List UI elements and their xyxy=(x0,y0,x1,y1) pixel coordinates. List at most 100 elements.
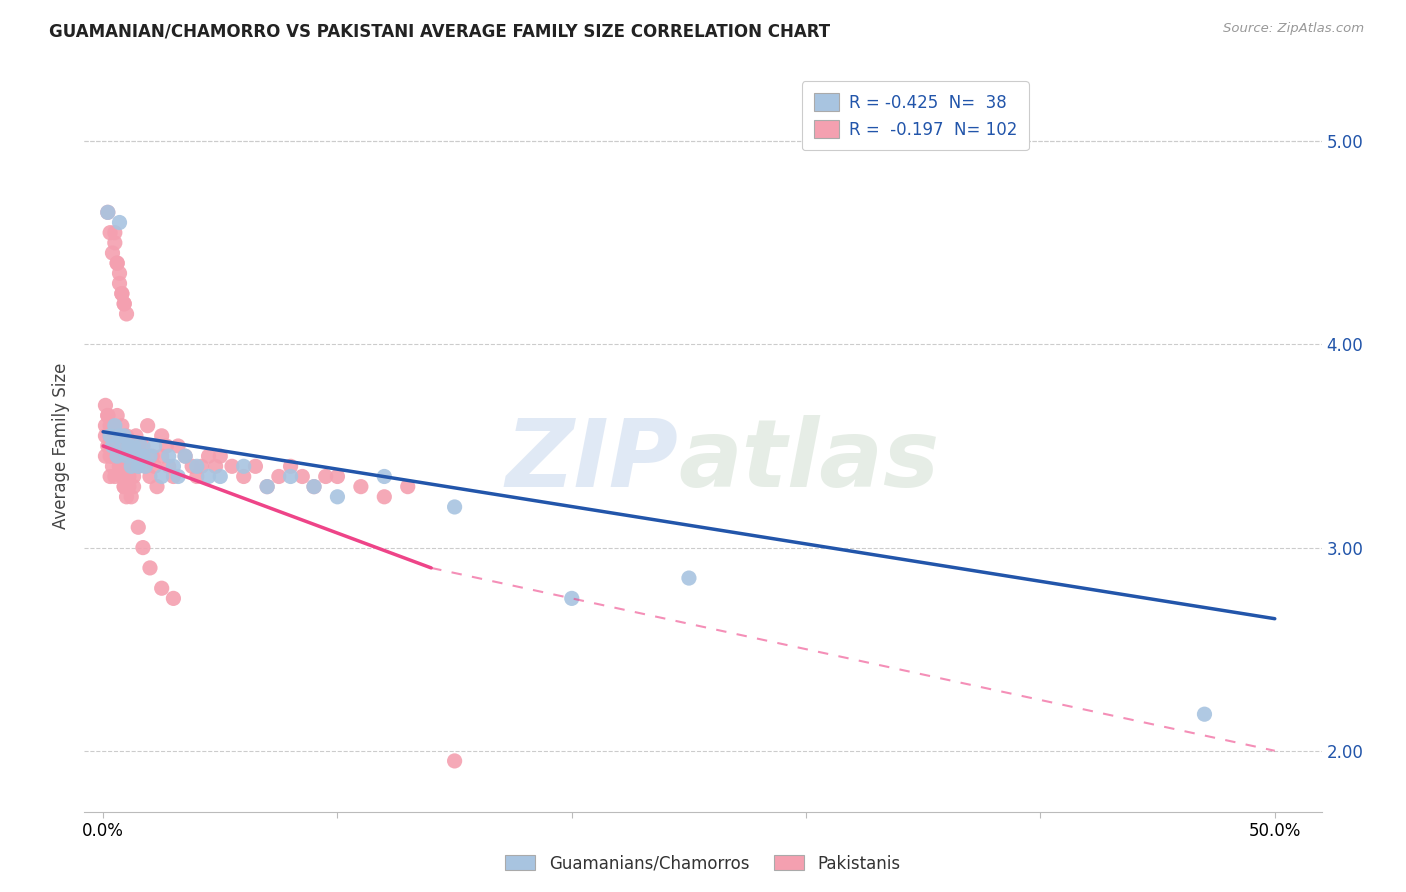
Point xyxy=(94,398,117,412)
Point xyxy=(111,469,134,483)
Point xyxy=(104,449,127,463)
Point xyxy=(98,449,121,463)
Point xyxy=(101,418,124,433)
Point xyxy=(350,480,373,494)
Point xyxy=(98,429,121,443)
Point xyxy=(174,449,197,463)
Point xyxy=(122,469,145,483)
Point xyxy=(94,429,117,443)
Point xyxy=(125,449,148,463)
Point xyxy=(139,449,162,463)
Point xyxy=(561,591,583,606)
Point xyxy=(98,439,121,453)
Point xyxy=(115,307,138,321)
Point xyxy=(94,449,117,463)
Point xyxy=(134,459,156,474)
Point xyxy=(105,256,128,270)
Point xyxy=(101,449,124,463)
Point xyxy=(122,449,145,463)
Point xyxy=(186,469,208,483)
Point xyxy=(98,469,121,483)
Point xyxy=(115,429,138,443)
Point xyxy=(150,429,173,443)
Point xyxy=(127,439,149,453)
Point xyxy=(98,429,121,443)
Point xyxy=(108,266,131,280)
Point xyxy=(108,215,131,229)
Point xyxy=(118,469,141,483)
Point xyxy=(139,561,162,575)
Point xyxy=(115,490,138,504)
Point xyxy=(105,449,128,463)
Point xyxy=(181,459,204,474)
Point xyxy=(443,500,465,514)
Point xyxy=(122,480,145,494)
Point xyxy=(127,459,149,474)
Text: Source: ZipAtlas.com: Source: ZipAtlas.com xyxy=(1223,22,1364,36)
Point xyxy=(97,409,120,423)
Point xyxy=(120,459,142,474)
Point xyxy=(150,581,173,595)
Point xyxy=(326,469,349,483)
Point xyxy=(108,459,131,474)
Point xyxy=(111,286,134,301)
Point xyxy=(108,429,131,443)
Point xyxy=(120,439,142,453)
Point xyxy=(134,459,156,474)
Point xyxy=(111,418,134,433)
Point xyxy=(101,246,124,260)
Point xyxy=(190,459,212,474)
Point xyxy=(143,459,166,474)
Point xyxy=(157,449,180,463)
Point xyxy=(97,409,120,423)
Point xyxy=(98,418,121,433)
Point xyxy=(443,754,465,768)
Point xyxy=(118,439,141,453)
Point xyxy=(1194,707,1216,722)
Point xyxy=(97,205,120,219)
Point xyxy=(104,418,127,433)
Point xyxy=(150,449,173,463)
Point xyxy=(186,459,208,474)
Point xyxy=(315,469,337,483)
Point xyxy=(302,480,325,494)
Point xyxy=(256,480,278,494)
Point xyxy=(232,469,254,483)
Point xyxy=(232,459,254,474)
Point xyxy=(146,480,169,494)
Point xyxy=(136,418,159,433)
Point xyxy=(396,480,419,494)
Point xyxy=(105,449,128,463)
Point xyxy=(373,469,395,483)
Point xyxy=(108,459,131,474)
Point xyxy=(373,490,395,504)
Point xyxy=(256,480,278,494)
Point xyxy=(291,469,314,483)
Point xyxy=(141,449,163,463)
Point xyxy=(101,429,124,443)
Point xyxy=(112,480,135,494)
Point xyxy=(101,439,124,453)
Point xyxy=(174,449,197,463)
Point xyxy=(118,480,141,494)
Point xyxy=(104,429,127,443)
Point xyxy=(112,297,135,311)
Point xyxy=(245,459,267,474)
Point xyxy=(127,459,149,474)
Point xyxy=(204,459,226,474)
Text: GUAMANIAN/CHAMORRO VS PAKISTANI AVERAGE FAMILY SIZE CORRELATION CHART: GUAMANIAN/CHAMORRO VS PAKISTANI AVERAGE … xyxy=(49,22,831,40)
Point xyxy=(97,205,120,219)
Point xyxy=(105,429,128,443)
Point xyxy=(132,449,155,463)
Point xyxy=(105,449,128,463)
Point xyxy=(111,439,134,453)
Point xyxy=(104,439,127,453)
Point xyxy=(112,480,135,494)
Point xyxy=(125,429,148,443)
Point xyxy=(132,439,155,453)
Point xyxy=(129,439,152,453)
Point xyxy=(112,429,135,443)
Legend: R = -0.425  N=  38, R =  -0.197  N= 102: R = -0.425 N= 38, R = -0.197 N= 102 xyxy=(801,81,1029,150)
Point xyxy=(221,459,243,474)
Point xyxy=(157,459,180,474)
